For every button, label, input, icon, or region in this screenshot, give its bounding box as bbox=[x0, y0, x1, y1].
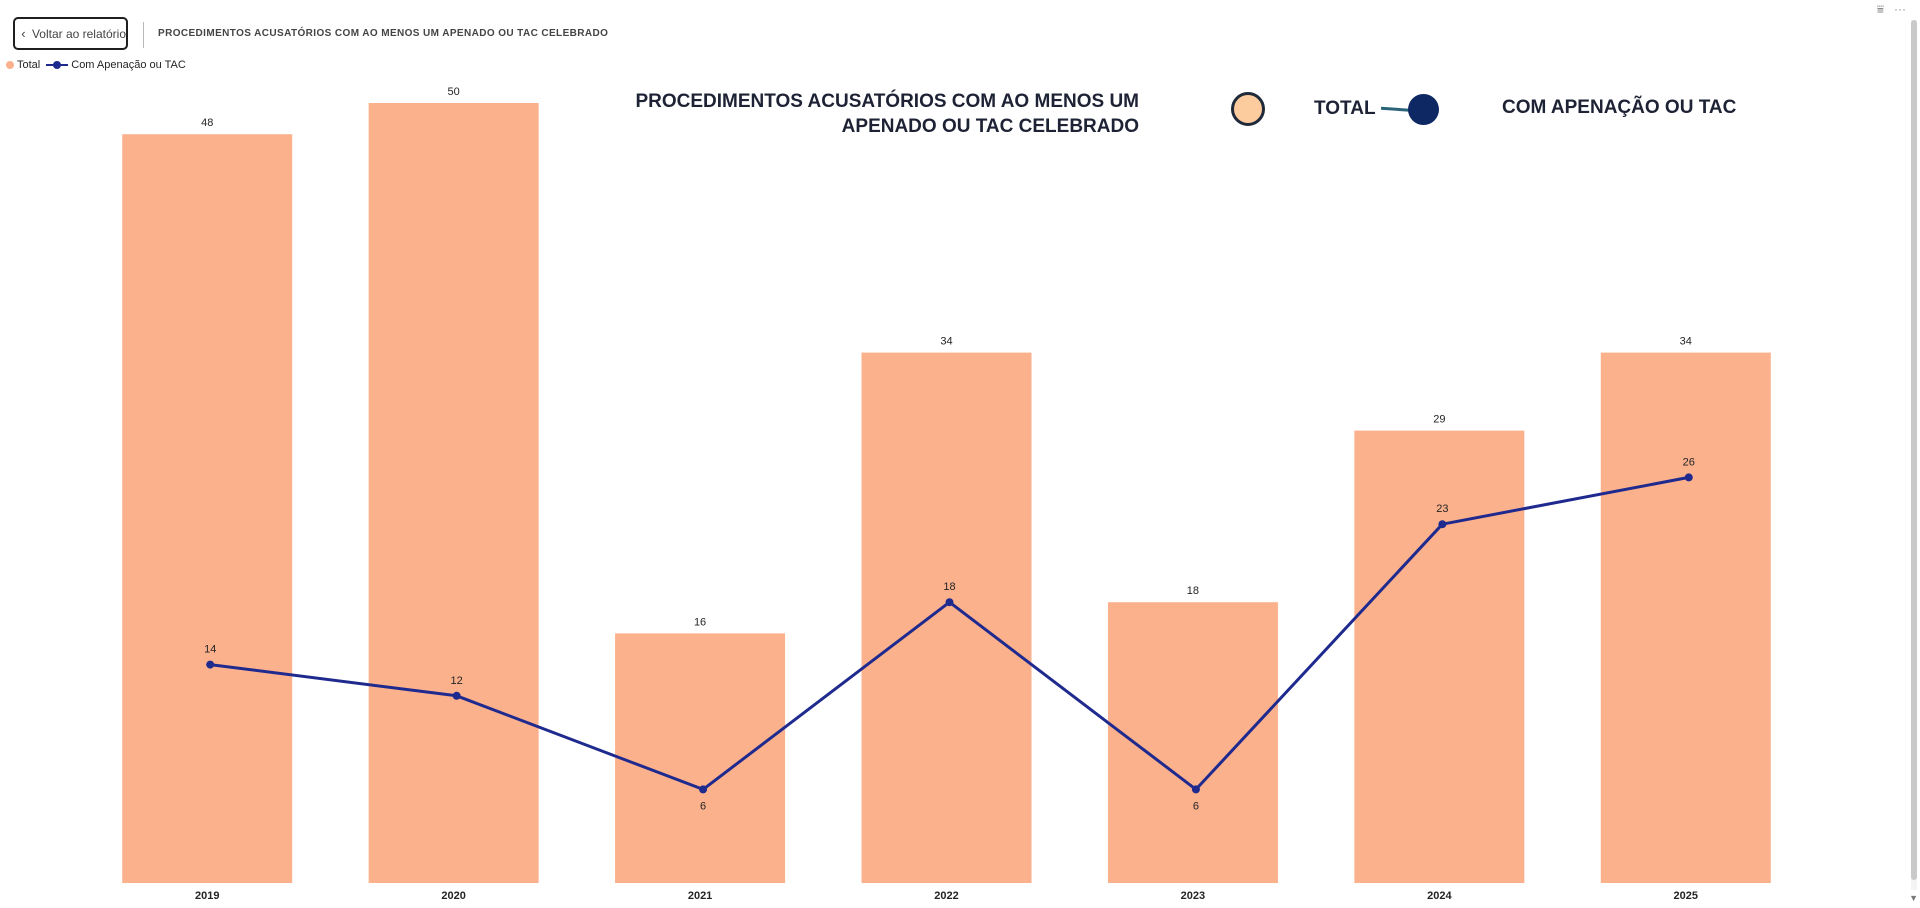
filter-icon[interactable]: ⩸ bbox=[1876, 2, 1884, 16]
bar-total-2019 bbox=[122, 134, 293, 883]
bar-total-2021 bbox=[615, 633, 786, 883]
line-label-2024: 23 bbox=[1436, 503, 1448, 515]
chart-title-line2: APENADO OU TAC CELEBRADO bbox=[841, 116, 1139, 137]
visual-toolbar: ⩸ ··· bbox=[1877, 2, 1906, 17]
legend-total-swatch bbox=[6, 61, 14, 69]
scroll-down-icon[interactable]: ▼ bbox=[1909, 893, 1918, 903]
scrollbar-thumb[interactable] bbox=[1911, 20, 1917, 880]
bar-total-2020 bbox=[368, 103, 539, 883]
line-label-2022: 18 bbox=[943, 581, 955, 593]
point-apenacao-2024 bbox=[1438, 520, 1447, 529]
x-tick-2022: 2022 bbox=[934, 890, 958, 902]
back-button-label: Voltar ao relatório bbox=[31, 26, 126, 41]
big-legend-total-circle bbox=[1231, 92, 1265, 126]
point-apenacao-2021 bbox=[699, 785, 708, 794]
chart-title: PROCEDIMENTOS ACUSATÓRIOS COM AO MENOS U… bbox=[635, 89, 1139, 139]
bar-total-2025 bbox=[1600, 352, 1771, 884]
chart-title-line1: PROCEDIMENTOS ACUSATÓRIOS COM AO MENOS U… bbox=[635, 91, 1139, 112]
page-title: PROCEDIMENTOS ACUSATÓRIOS COM AO MENOS U… bbox=[158, 28, 609, 39]
point-apenacao-2023 bbox=[1191, 785, 1200, 794]
line-label-2023: 6 bbox=[1193, 800, 1199, 812]
bar-label-2019: 48 bbox=[201, 117, 213, 129]
x-tick-2024: 2024 bbox=[1427, 890, 1452, 902]
big-legend-total-label: TOTAL bbox=[1314, 98, 1376, 119]
bar-label-2021: 16 bbox=[694, 616, 706, 628]
line-label-2020: 12 bbox=[451, 675, 463, 687]
header-divider bbox=[143, 22, 144, 48]
point-apenacao-2019 bbox=[206, 660, 215, 669]
legend-apenacao-swatch bbox=[46, 60, 69, 70]
big-legend-apenacao-label: COM APENAÇÃO OU TAC bbox=[1502, 97, 1737, 118]
legend-apenacao-label: Com Apenação ou TAC bbox=[71, 59, 186, 71]
x-tick-2021: 2021 bbox=[688, 890, 712, 902]
x-tick-2023: 2023 bbox=[1181, 890, 1205, 902]
bar-label-2023: 18 bbox=[1187, 585, 1199, 597]
line-label-2019: 14 bbox=[204, 644, 216, 656]
bar-label-2024: 29 bbox=[1433, 414, 1445, 426]
chart-legend: Total Com Apenação ou TAC bbox=[6, 59, 186, 71]
more-options-icon[interactable]: ··· bbox=[1894, 2, 1906, 16]
bar-total-2024 bbox=[1354, 430, 1525, 883]
point-apenacao-2020 bbox=[452, 691, 461, 700]
x-tick-2025: 2025 bbox=[1674, 890, 1698, 902]
x-tick-2020: 2020 bbox=[441, 890, 465, 902]
point-apenacao-2022 bbox=[945, 598, 954, 607]
line-label-2025: 26 bbox=[1683, 456, 1695, 468]
legend-total-label: Total bbox=[17, 59, 41, 71]
bar-label-2025: 34 bbox=[1680, 336, 1692, 348]
bar-label-2020: 50 bbox=[448, 86, 460, 98]
line-label-2021: 6 bbox=[700, 800, 706, 812]
x-tick-2019: 2019 bbox=[195, 890, 219, 902]
back-to-report-button[interactable]: ‹ Voltar ao relatório bbox=[13, 17, 128, 50]
chevron-left-icon: ‹ bbox=[21, 26, 26, 41]
bar-label-2022: 34 bbox=[940, 336, 952, 348]
big-legend-apenacao-dot bbox=[1408, 94, 1439, 125]
bar-total-2022 bbox=[861, 352, 1032, 884]
point-apenacao-2025 bbox=[1684, 473, 1693, 482]
